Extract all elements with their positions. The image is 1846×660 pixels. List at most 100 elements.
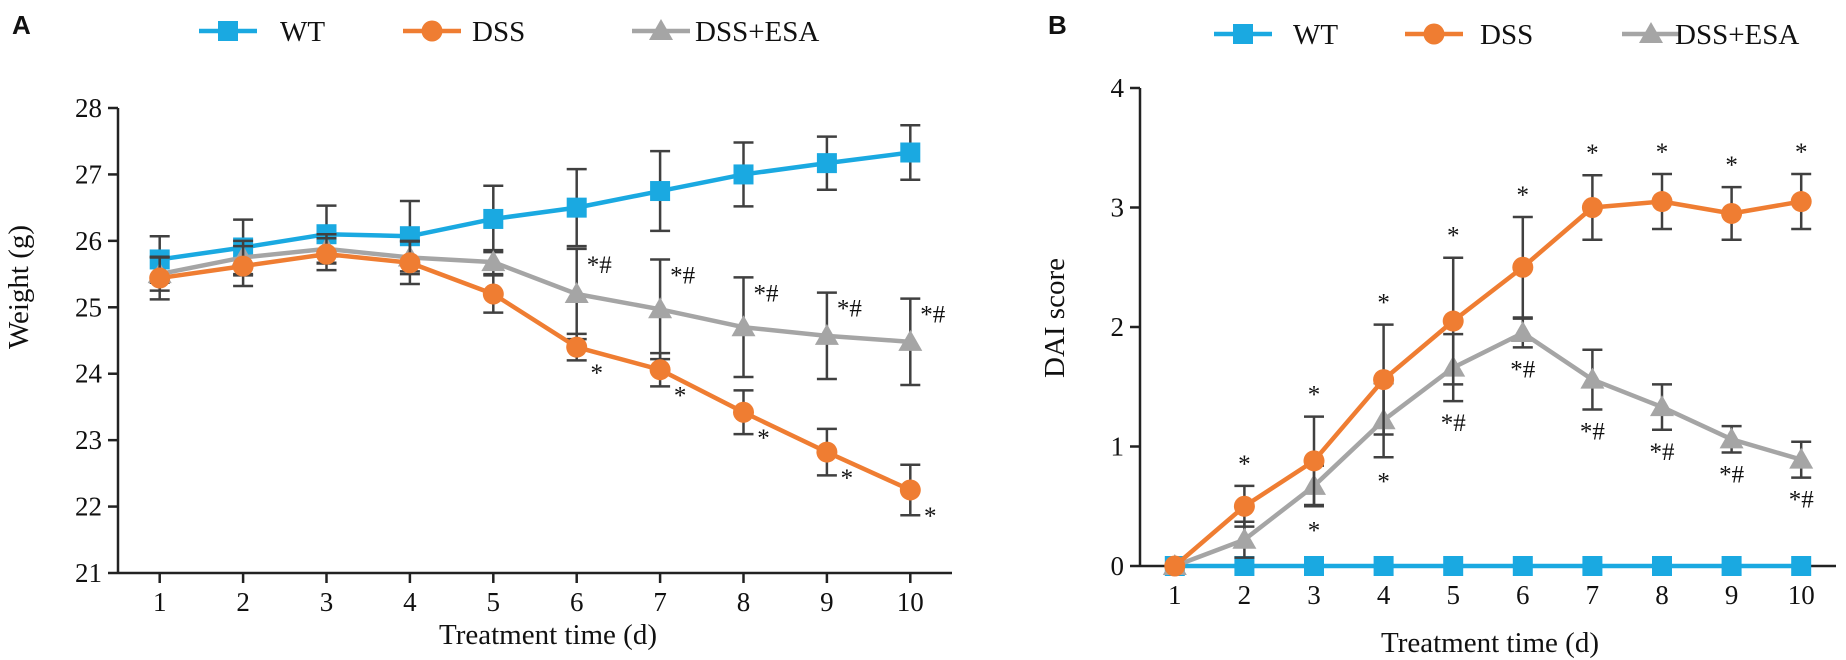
x-tick-label: 9 xyxy=(1725,580,1739,610)
data-point xyxy=(1232,527,1257,549)
series-dss-esa xyxy=(1162,317,1814,575)
data-point xyxy=(1443,556,1464,576)
data-point xyxy=(483,208,504,229)
significance-mark: * xyxy=(1725,152,1738,179)
data-point xyxy=(900,142,921,163)
significance-annotations: * * * * * * * * * * * *# *# *# *# *# *# xyxy=(1238,139,1814,544)
data-point xyxy=(482,283,504,305)
legend-marker xyxy=(1233,24,1253,44)
y-tick-label: 4 xyxy=(1111,73,1125,103)
legend-item-dss-esa: DSS+ESA xyxy=(1622,19,1799,51)
data-point xyxy=(1789,447,1814,469)
data-point xyxy=(566,197,587,218)
y-tick-label: 21 xyxy=(75,558,102,588)
x-tick-label: 5 xyxy=(487,587,501,617)
series-line xyxy=(1174,330,1802,569)
x-tick-label: 8 xyxy=(1655,580,1669,610)
data-point xyxy=(564,282,589,303)
significance-mark: *# xyxy=(920,302,946,329)
legend-marker xyxy=(421,20,443,42)
legend-item-wt: WT xyxy=(199,16,325,48)
data-point xyxy=(1512,556,1533,576)
data-point xyxy=(1791,556,1812,576)
x-tick-label: 6 xyxy=(1516,580,1530,610)
data-point xyxy=(1721,556,1742,576)
data-point xyxy=(649,359,671,381)
data-point xyxy=(1233,495,1255,517)
data-point xyxy=(1373,556,1394,576)
legend-item-dss: DSS xyxy=(403,16,525,48)
panel-b-letter: B xyxy=(1048,10,1067,40)
data-point xyxy=(399,252,421,274)
significance-mark: * xyxy=(590,360,603,387)
legend-label: DSS+ESA xyxy=(1675,19,1799,51)
x-tick-label: 3 xyxy=(1307,580,1321,610)
x-tick-label: 2 xyxy=(1238,580,1252,610)
data-point xyxy=(481,250,506,272)
x-tick-label: 5 xyxy=(1446,580,1460,610)
x-tick-label: 7 xyxy=(653,587,667,617)
significance-mark: * xyxy=(924,503,937,530)
x-tick-label: 4 xyxy=(1377,580,1391,610)
x-tick-label: 3 xyxy=(320,587,334,617)
series-line xyxy=(1173,199,1802,568)
x-tick-label: 7 xyxy=(1586,580,1600,610)
significance-mark: * xyxy=(1447,223,1460,250)
y-tick-label: 28 xyxy=(75,93,102,123)
x-tick-label: 6 xyxy=(570,587,584,617)
x-axis-title-a: Treatment time (d) xyxy=(439,619,657,651)
y-tick-label: 26 xyxy=(75,226,102,256)
significance-mark: *# xyxy=(837,296,863,323)
data-point xyxy=(1650,395,1674,417)
data-point xyxy=(1303,450,1325,472)
data-point xyxy=(816,441,838,463)
significance-mark: * xyxy=(1238,451,1251,478)
significance-mark: *# xyxy=(1510,356,1536,383)
significance-mark: * xyxy=(1308,517,1321,544)
x-tick-label: 2 xyxy=(236,587,250,617)
legend-item-wt: WT xyxy=(1214,19,1338,51)
data-point xyxy=(1442,310,1464,332)
x-tick-label: 1 xyxy=(1168,580,1182,610)
significance-mark: * xyxy=(841,465,854,492)
x-axis-title-b: Treatment time (d) xyxy=(1381,627,1599,659)
y-axis-title-a: Weight (g) xyxy=(3,225,35,349)
data-point xyxy=(1581,197,1603,218)
data-point xyxy=(1164,555,1186,577)
data-point xyxy=(816,153,837,174)
legend-item-dss: DSS xyxy=(1405,19,1533,51)
data-point xyxy=(1652,556,1672,576)
legend-b: WT DSS DSS+ESA xyxy=(1214,19,1799,51)
significance-mark: * xyxy=(1586,140,1599,167)
y-tick-label: 25 xyxy=(75,292,102,322)
significance-annotations: * * * * * *# *# *# *# *# xyxy=(587,252,946,530)
data-point xyxy=(731,315,756,337)
legend-marker xyxy=(218,21,238,41)
data-point xyxy=(648,297,673,319)
series-line xyxy=(159,251,912,493)
x-tick-label: 10 xyxy=(897,587,924,617)
y-tick-label: 1 xyxy=(1111,432,1125,462)
significance-mark: *# xyxy=(1441,410,1467,437)
y-axis-title-b: DAI score xyxy=(1039,258,1071,378)
data-point xyxy=(898,329,923,351)
x-tick-label: 4 xyxy=(403,587,417,617)
data-point xyxy=(1510,320,1535,342)
legend-marker xyxy=(1423,23,1445,45)
y-tick-label: 27 xyxy=(75,159,102,189)
legend-label: DSS xyxy=(1480,19,1533,51)
y-tick-label: 22 xyxy=(75,492,102,522)
significance-mark: * xyxy=(1377,290,1390,317)
y-tick-label: 0 xyxy=(1111,551,1125,581)
significance-mark: *# xyxy=(1789,487,1815,514)
data-point xyxy=(1790,191,1812,213)
significance-mark: * xyxy=(674,383,687,410)
y-tick-label: 23 xyxy=(75,425,102,455)
data-point xyxy=(1721,202,1743,224)
series-dss xyxy=(149,236,921,517)
y-tick-label: 24 xyxy=(75,359,103,389)
